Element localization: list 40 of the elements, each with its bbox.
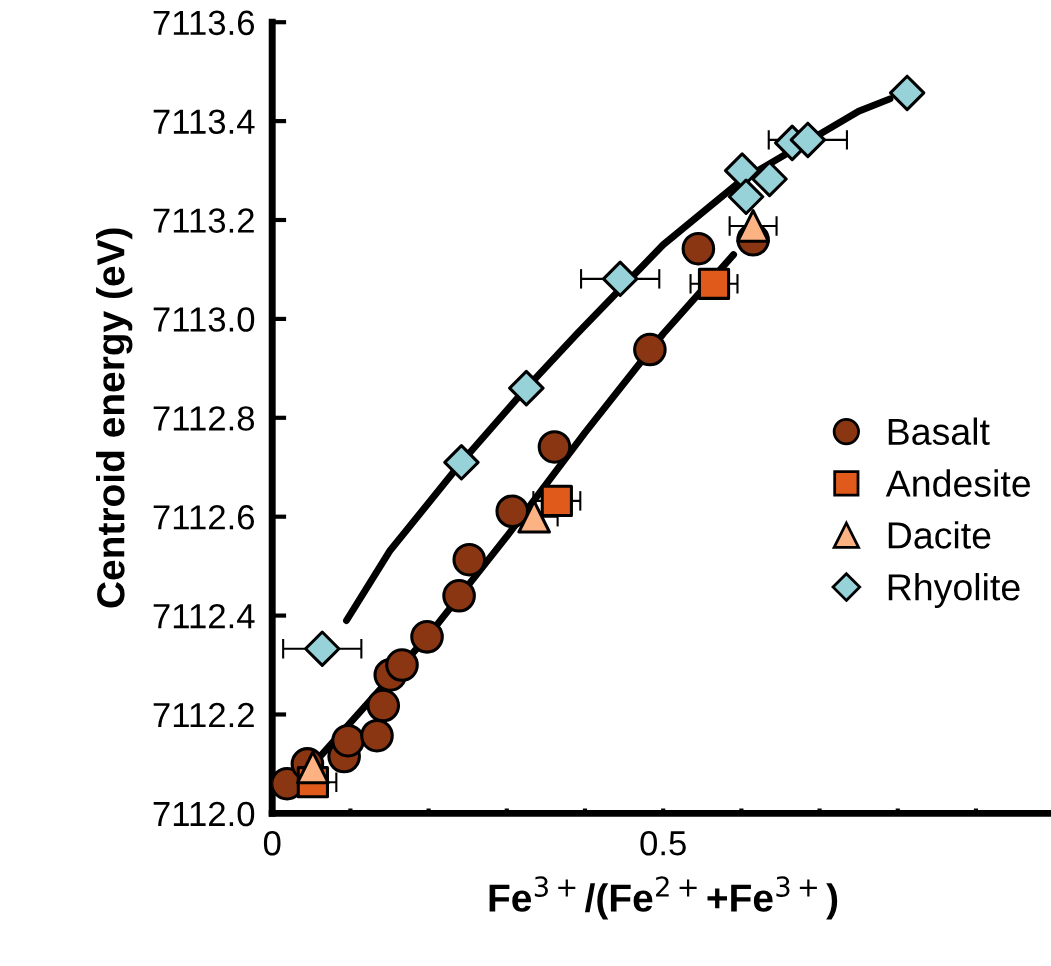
point	[385, 648, 419, 682]
y-tick-label: 7112.0	[153, 801, 255, 827]
y-tick-label: 7112.2	[153, 702, 254, 728]
point	[495, 494, 530, 529]
legend-label: Andesite	[885, 469, 1030, 497]
y-tick-label: 7112.6	[153, 505, 255, 530]
point	[296, 750, 330, 785]
y-tick-label: 7113.2	[153, 208, 254, 233]
y-tick-label: 7113.6	[153, 10, 255, 36]
point	[517, 499, 551, 534]
legend-label: Dacite	[888, 521, 991, 549]
point	[452, 542, 487, 577]
y-tick-label: 7113.4	[153, 109, 255, 135]
x-tick-label: 0.5	[640, 830, 686, 856]
point	[537, 430, 572, 464]
x-axis-title: Fe$^{3+}$/(Fe$^{2+}$+Fe$^{3+}$)	[489, 876, 838, 920]
x-tick-label: 0	[263, 830, 281, 856]
point	[681, 231, 716, 266]
point	[360, 718, 394, 753]
point	[888, 74, 926, 112]
y-tick-label: 7112.8	[153, 406, 255, 431]
point	[331, 723, 365, 758]
point	[697, 267, 731, 300]
point	[304, 630, 341, 667]
point	[443, 444, 480, 481]
y-tick-label: 7113.0	[153, 307, 255, 332]
point	[633, 332, 667, 367]
point	[601, 260, 639, 298]
point	[540, 484, 573, 517]
point	[366, 688, 401, 723]
legend-label: Basalt	[888, 417, 990, 446]
y-axis-title: Centroid energy (eV)	[96, 228, 133, 608]
point	[508, 369, 545, 407]
y-tick-label: 7112.4	[153, 603, 255, 629]
point	[727, 178, 765, 215]
point	[789, 121, 827, 159]
point	[736, 209, 770, 243]
point	[442, 579, 476, 613]
point	[410, 620, 444, 654]
legend-label: Rhyolite	[888, 573, 1020, 608]
